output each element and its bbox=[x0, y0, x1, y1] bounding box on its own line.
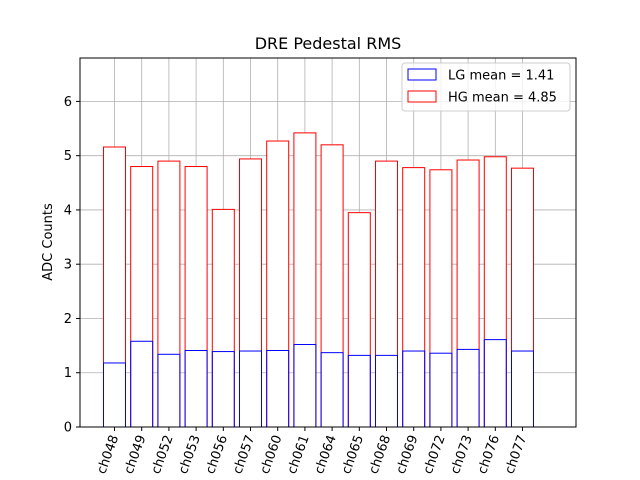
y-tick-label: 0 bbox=[64, 421, 72, 436]
legend: LG mean = 1.41 HG mean = 4.85 bbox=[401, 62, 571, 112]
hg-bars bbox=[103, 132, 534, 428]
hg-bar-ch061 bbox=[293, 132, 317, 428]
hg-bar-ch049 bbox=[130, 166, 154, 428]
legend-label: HG mean = 4.85 bbox=[448, 91, 557, 106]
hg-bar-ch057 bbox=[239, 158, 262, 428]
hg-bar-ch053 bbox=[184, 166, 208, 428]
hg-bar-ch072 bbox=[429, 169, 453, 428]
y-tick-label: 3 bbox=[64, 258, 72, 273]
y-tick-label: 2 bbox=[64, 312, 72, 327]
hg-bar-ch077 bbox=[511, 167, 534, 428]
y-tick-label: 4 bbox=[64, 203, 72, 218]
y-tick-label: 6 bbox=[64, 95, 72, 110]
y-axis: 0 1 2 3 4 5 6 bbox=[64, 95, 80, 436]
hg-bar-ch056 bbox=[211, 208, 235, 428]
axes-frame bbox=[79, 57, 577, 428]
hg-bar-ch068 bbox=[375, 160, 398, 428]
lg-bars bbox=[103, 339, 534, 428]
hg-bar-ch069 bbox=[402, 167, 426, 428]
legend-label: LG mean = 1.41 bbox=[448, 69, 554, 84]
legend-swatch bbox=[407, 90, 437, 103]
legend-swatch bbox=[407, 68, 437, 81]
y-tick-label: 5 bbox=[64, 149, 72, 164]
chart-title: DRE Pedestal RMS bbox=[255, 34, 402, 53]
hg-bar-ch064 bbox=[320, 144, 344, 428]
hg-bar-ch060 bbox=[266, 140, 290, 428]
hg-bar-ch065 bbox=[347, 212, 371, 428]
hg-bar-ch076 bbox=[483, 156, 507, 428]
legend-box bbox=[401, 62, 571, 112]
hg-bar-ch048 bbox=[103, 146, 126, 428]
y-axis-label: ADC Counts bbox=[41, 203, 56, 281]
hg-bar-ch073 bbox=[456, 159, 480, 428]
hg-bar-ch052 bbox=[157, 160, 181, 428]
y-tick-label: 1 bbox=[64, 366, 72, 381]
